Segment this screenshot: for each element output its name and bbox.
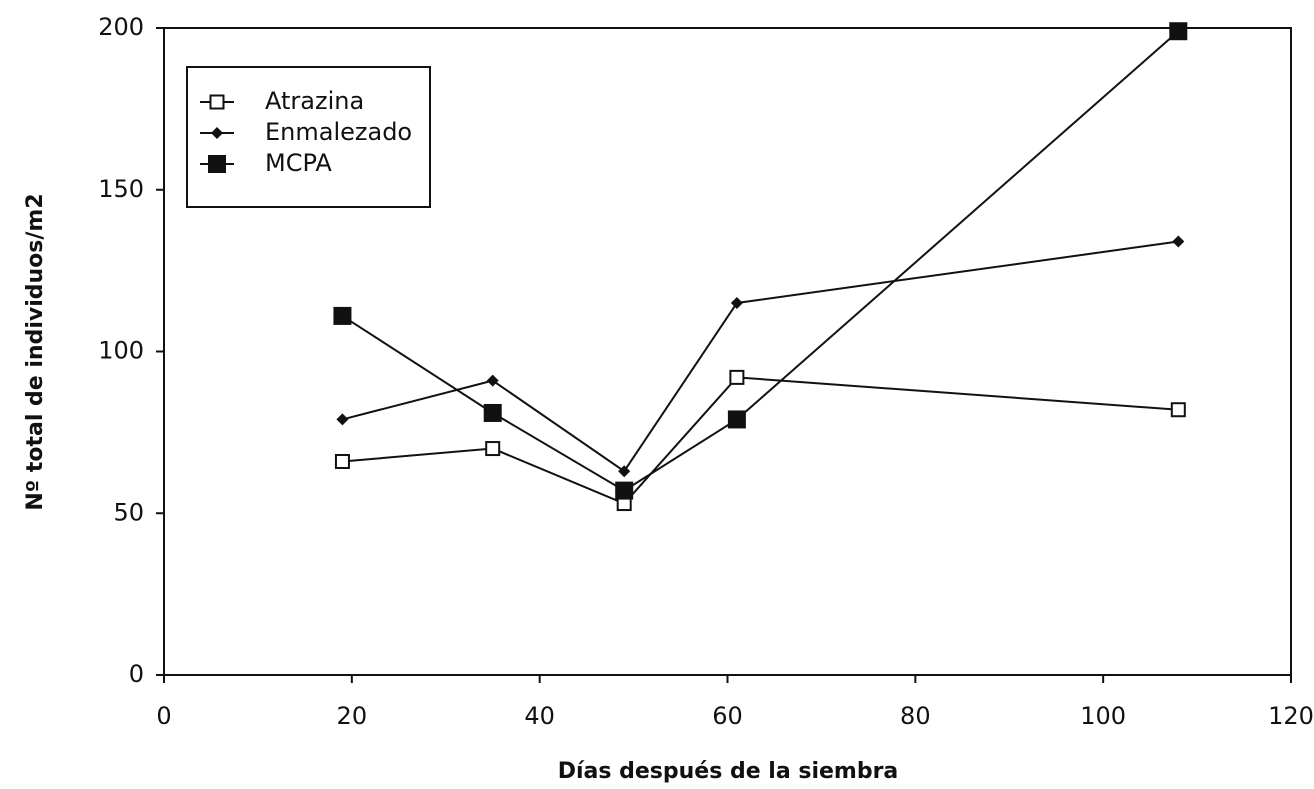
point — [486, 374, 499, 387]
x-tick-label: 100 — [1080, 702, 1126, 730]
y-tick-label: 200 — [98, 13, 144, 41]
legend-label: Enmalezado — [265, 118, 412, 146]
series-line — [341, 30, 1179, 492]
point — [485, 441, 501, 457]
legend-label: MCPA — [265, 149, 332, 177]
y-tick-label: 0 — [129, 660, 144, 688]
point — [730, 296, 743, 309]
point — [727, 410, 746, 429]
point — [1169, 22, 1188, 41]
point — [334, 453, 350, 469]
point — [483, 403, 502, 422]
x-tick-label: 40 — [524, 702, 555, 730]
point — [618, 465, 631, 478]
x-tick-label: 80 — [900, 702, 931, 730]
x-tick-label: 0 — [156, 702, 171, 730]
y-axis-title: Nº total de individuos/m2 — [23, 193, 48, 510]
x-tick-label: 20 — [337, 702, 368, 730]
y-tick-label: 50 — [113, 498, 144, 526]
y-tick-label: 100 — [98, 337, 144, 365]
x-axis-title: Días después de la siembra — [558, 759, 899, 784]
legend-label: Atrazina — [265, 87, 364, 115]
y-tick-label: 150 — [98, 175, 144, 203]
x-tick-label: 120 — [1268, 702, 1314, 730]
point — [615, 481, 634, 500]
point — [729, 369, 745, 385]
point — [336, 413, 349, 426]
series-line — [342, 240, 1179, 473]
x-tick-label: 60 — [712, 702, 743, 730]
point — [333, 306, 352, 325]
legend-box — [186, 66, 431, 208]
legend-marker — [209, 94, 225, 110]
point — [1172, 235, 1185, 248]
legend-marker — [211, 127, 223, 139]
point — [1170, 402, 1186, 418]
legend-marker — [208, 155, 226, 173]
